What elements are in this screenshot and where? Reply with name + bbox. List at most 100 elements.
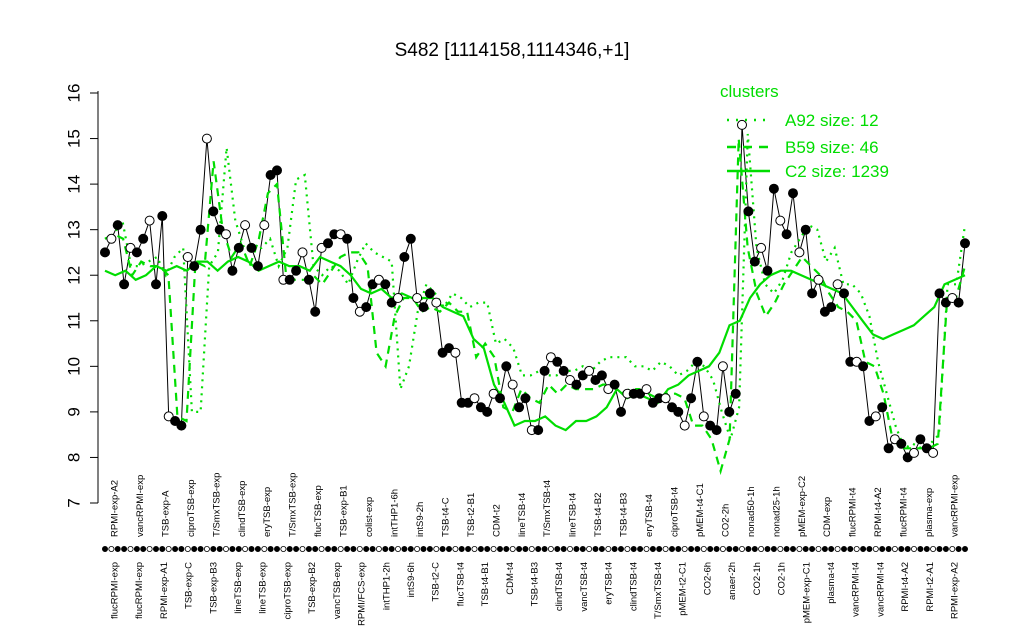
y-tick-label: 15 [64, 129, 83, 148]
data-point [724, 406, 735, 417]
rug-mark [299, 546, 306, 553]
data-point [227, 265, 238, 276]
rug-mark [942, 546, 949, 553]
rug-mark [885, 546, 892, 553]
rug-mark [388, 546, 395, 553]
x-tick-label: clindTSB-t4 [554, 562, 565, 611]
data-point [106, 233, 117, 244]
rug-mark [758, 546, 765, 553]
y-tick-label: 12 [64, 266, 83, 285]
data-point [399, 252, 410, 262]
y-axis: 7 8 9 10 11 12 13 14 15 16 [64, 84, 99, 508]
rug-mark [121, 546, 128, 553]
data-point [858, 361, 869, 372]
rug-mark [707, 546, 714, 553]
data-point [762, 265, 773, 276]
rug-mark [490, 546, 497, 553]
rug-mark [860, 546, 867, 553]
data-point [807, 288, 818, 299]
x-tick-label: TSB-t4-B2 [593, 493, 604, 537]
rug-mark [821, 546, 828, 553]
data-point [246, 242, 257, 253]
y-tick-label: 11 [64, 312, 83, 330]
rug-mark [764, 546, 771, 553]
x-tick-label: lineTSB-exp [258, 562, 269, 614]
x-tick-label: pMEM-t4-C1 [695, 483, 706, 537]
x-tick-label: TSB-t4-B3 [619, 493, 630, 537]
rug-mark [605, 546, 612, 553]
rug-marks [102, 546, 969, 553]
x-tick-label: pMEM-t2-C1 [678, 562, 689, 616]
rug-mark [108, 546, 115, 553]
x-tick-label: RPMI-exp-A2 [950, 562, 961, 619]
rug-mark [445, 546, 452, 553]
data-point [571, 379, 582, 390]
x-tick-label: lineTSB-t4 [517, 493, 528, 537]
x-tick-label: flucRPMI-t4 [848, 487, 859, 537]
x-tick-label: TSB-exp-B2 [307, 562, 318, 614]
rug-mark [439, 546, 446, 553]
x-tick-label: T/SmxTSB-exp [211, 473, 222, 537]
x-tick-label: eryTSB-t4 [644, 494, 655, 537]
rug-mark [777, 546, 784, 553]
rug-mark [344, 546, 351, 553]
x-tick-label: ciproTSB-exp [282, 562, 293, 620]
rug-mark [841, 546, 848, 553]
rug-mark [516, 546, 523, 553]
rug-mark [286, 546, 293, 553]
x-tick-label: TSB-exp-C [184, 562, 195, 609]
rug-mark [420, 546, 427, 553]
rug-mark [898, 546, 905, 553]
series-line-solid [104, 255, 966, 432]
rug-mark [503, 546, 510, 553]
data-point [100, 247, 110, 258]
rug-mark [949, 546, 956, 553]
rug-mark [541, 546, 548, 553]
x-tick-label: clindTSB-t4 [628, 562, 639, 611]
rug-mark [936, 546, 943, 553]
rug-mark [802, 546, 809, 553]
rug-mark [407, 546, 414, 553]
data-point [342, 233, 353, 244]
data-point [756, 242, 767, 253]
rug-mark [203, 546, 210, 553]
x-tick-label: T/SmxTSB-t4 [542, 480, 553, 537]
data-point [915, 434, 926, 445]
y-tick-label: 8 [64, 453, 83, 462]
rug-mark [471, 546, 478, 553]
x-tick-label: plasma-exp [924, 488, 935, 537]
rug-mark [273, 546, 280, 553]
data-point [208, 206, 219, 217]
x-tick-label: vancTSB-exp [332, 562, 343, 619]
rug-mark [394, 546, 401, 553]
rug-mark [618, 546, 625, 553]
data-point [310, 306, 321, 317]
rug-mark [592, 546, 599, 553]
rug-mark [770, 546, 777, 553]
rug-mark [280, 546, 287, 553]
rug-mark [962, 546, 969, 553]
x-tick-label: ciproTSB-t4 [670, 487, 681, 537]
rug-mark [331, 546, 338, 553]
rug-mark [210, 546, 217, 553]
data-point [698, 411, 709, 422]
rug-mark [216, 546, 223, 553]
rug-mark [356, 546, 363, 553]
rug-mark [866, 546, 873, 553]
data-point [673, 406, 684, 417]
x-tick-label: vancRPMI-exp [950, 475, 961, 537]
y-tick-label: 10 [64, 357, 83, 376]
rug-mark [509, 546, 516, 553]
data-point [157, 211, 168, 221]
rug-mark [681, 546, 688, 553]
rug-mark [656, 546, 663, 553]
data-point [826, 302, 837, 313]
rug-mark [630, 546, 637, 553]
x-tick-label: CDM-t2 [491, 504, 502, 537]
x-tick-label: anaer-2h [727, 562, 738, 600]
data-point [151, 279, 161, 290]
x-tick-label: RPMI-t4-A2 [873, 487, 884, 537]
x-tick-label: TSB-exp-A [160, 490, 171, 537]
legend: clusters A92 size: 12 B59 size: 46 C2 si… [720, 82, 889, 181]
x-tick-label: eryTSB-exp [262, 487, 273, 537]
